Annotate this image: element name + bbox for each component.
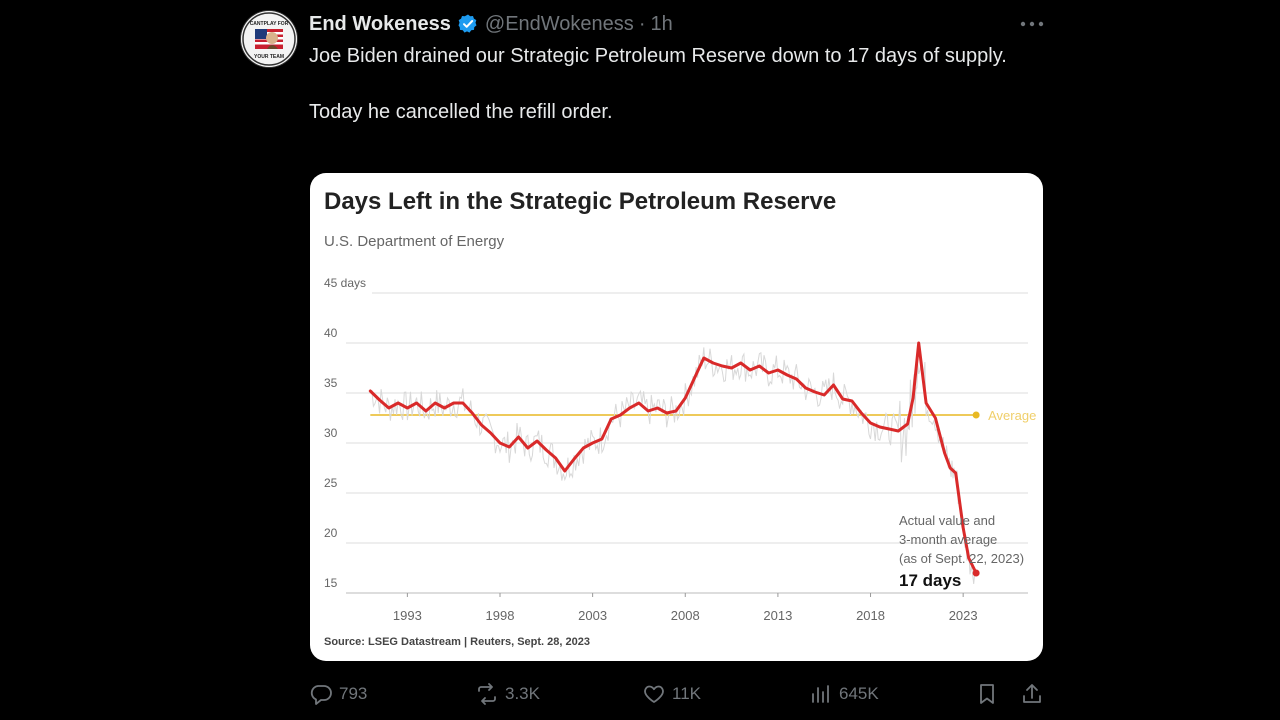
repost-button[interactable]: 3.3K <box>475 676 540 712</box>
handle[interactable]: @EndWokeness <box>484 12 634 35</box>
x-tick-label: 2008 <box>671 608 700 623</box>
avatar-image: CANTPLAY FOR YOUR TEAM <box>241 11 297 67</box>
avatar-label-top: CANTPLAY FOR <box>250 21 289 27</box>
more-icon[interactable] <box>1018 14 1046 34</box>
annotation-line: Actual value and <box>899 513 995 528</box>
x-tick-label: 2013 <box>763 608 792 623</box>
like-icon <box>644 685 664 703</box>
tweet-line-2: Today he cancelled the refill order. <box>309 101 613 123</box>
y-tick-label: 20 <box>324 526 338 540</box>
x-tick-label: 2018 <box>856 608 885 623</box>
tweet-header: End Wokeness @EndWokeness · 1h <box>309 10 673 38</box>
timestamp[interactable]: 1h <box>650 12 673 35</box>
separator: · <box>638 12 646 35</box>
reply-icon <box>310 685 332 705</box>
x-tick-label: 2023 <box>949 608 978 623</box>
x-tick-label: 1993 <box>393 608 422 623</box>
x-tick-label: 2003 <box>578 608 607 623</box>
repost-icon <box>478 683 496 705</box>
chart-subtitle: U.S. Department of Energy <box>324 233 505 250</box>
reply-button[interactable]: 793 <box>309 676 367 712</box>
y-tick-label: 35 <box>324 376 338 390</box>
y-tick-label: 15 <box>324 576 338 590</box>
y-tick-label: 45 days <box>324 276 366 290</box>
share-icon[interactable] <box>1020 682 1044 706</box>
chart-image-card[interactable]: Days Left in the Strategic Petroleum Res… <box>310 173 1043 661</box>
tweet-line-1: Joe Biden drained our Strategic Petroleu… <box>309 45 1007 67</box>
y-tick-label: 30 <box>324 426 338 440</box>
series-line-3-month-average <box>368 341 978 575</box>
like-count: 11K <box>672 684 701 703</box>
latest-value-point <box>972 569 980 577</box>
weekly-values-line <box>370 347 976 585</box>
tweet-text: Joe Biden drained our Strategic Petroleu… <box>309 42 1029 126</box>
x-tick-label: 1998 <box>486 608 515 623</box>
views-count: 645K <box>839 684 879 703</box>
like-button[interactable]: 11K <box>642 676 701 712</box>
views-icon <box>812 685 829 703</box>
reply-count: 793 <box>339 684 368 703</box>
verified-badge-icon <box>458 14 477 33</box>
annotation-line: 3-month average <box>899 532 997 547</box>
chart-title: Days Left in the Strategic Petroleum Res… <box>324 188 836 215</box>
y-tick-label: 25 <box>324 476 338 490</box>
bookmark-icon[interactable] <box>975 682 999 706</box>
latest-value-label: 17 days <box>899 571 961 590</box>
views-button[interactable]: 645K <box>809 676 879 712</box>
display-name[interactable]: End Wokeness <box>309 12 451 35</box>
repost-count: 3.3K <box>505 684 540 703</box>
average-point <box>972 411 980 419</box>
annotation-line: (as of Sept. 22, 2023) <box>899 551 1024 566</box>
tweet-actions: 793 3.3K 11K 645K <box>0 676 1280 712</box>
avatar[interactable]: CANTPLAY FOR YOUR TEAM <box>241 11 297 67</box>
avatar-label-bottom: YOUR TEAM <box>254 54 284 60</box>
y-tick-label: 40 <box>324 326 338 340</box>
average-label: Average <box>988 408 1036 423</box>
chart-source: Source: LSEG Datastream | Reuters, Sept.… <box>324 636 590 648</box>
line-chart: Days Left in the Strategic Petroleum Res… <box>324 188 1036 648</box>
